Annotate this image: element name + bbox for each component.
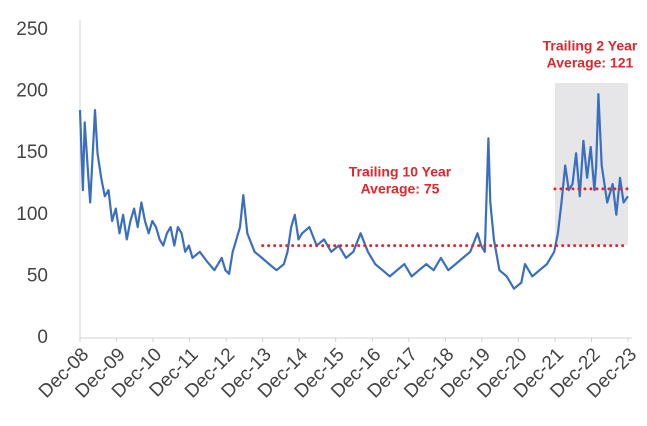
y-tick-label: 100 (16, 204, 48, 225)
annotation: Average: 75 (361, 181, 440, 197)
annotation: Average: 121 (547, 55, 634, 71)
annotation: Trailing 2 Year (543, 38, 638, 54)
y-tick-label: 200 (16, 81, 48, 102)
series-line (78, 93, 629, 290)
y-tick-label: 50 (27, 265, 48, 286)
y-tick-label: 150 (16, 142, 48, 163)
y-tick-label: 250 (16, 19, 48, 40)
annotation: Trailing 10 Year (349, 164, 452, 180)
y-tick-label: 0 (37, 327, 48, 348)
